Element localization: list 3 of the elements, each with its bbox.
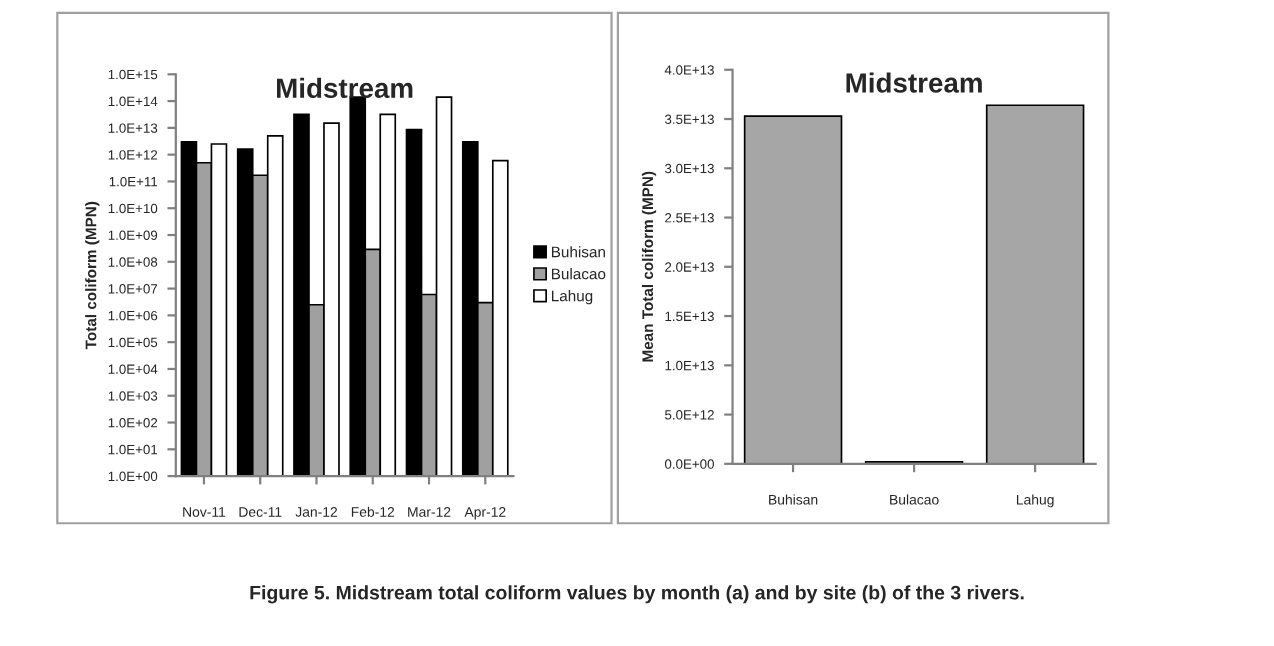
- chart-title: Midstream: [846, 72, 982, 93]
- caption: Figure 5. Midstream total coliform values by month (a) and by site (b) of the 3 rivers.: [250, 585, 1024, 604]
- chart-title: Midstream: [277, 77, 413, 99]
